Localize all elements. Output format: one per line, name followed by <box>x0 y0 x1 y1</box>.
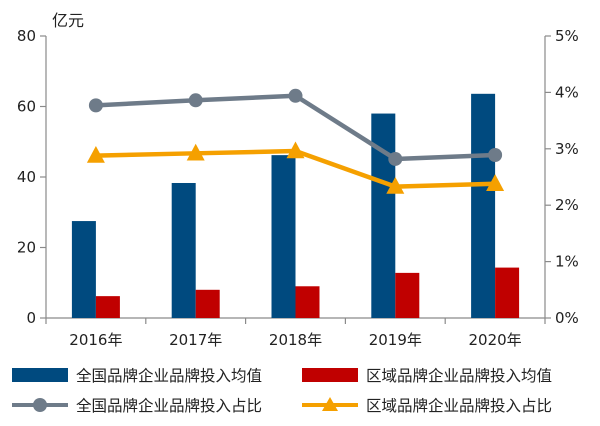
x-axis-tick-label: 2016年 <box>69 331 122 349</box>
point <box>386 176 405 194</box>
legend-label-regional-avg: 区域品牌企业品牌投入均值 <box>366 367 553 385</box>
point <box>88 98 103 113</box>
point <box>188 93 203 108</box>
left-axis-unit-label: 亿元 <box>52 11 84 30</box>
legend-item-regional-share: 区域品牌企业品牌投入占比 <box>302 394 552 416</box>
bar <box>71 221 96 318</box>
point <box>486 174 505 191</box>
legend-label-national-share: 全国品牌企业品牌投入占比 <box>76 397 263 415</box>
bar <box>395 272 420 318</box>
legend-item-national-avg: 全国品牌企业品牌投入均值 <box>12 364 262 386</box>
left-axis-tick-label: 20 <box>17 239 36 257</box>
x-axis-tick-label: 2019年 <box>369 331 422 349</box>
right-axis-tick-label: 5% <box>555 27 579 45</box>
point <box>488 148 503 163</box>
bar <box>495 267 520 318</box>
legend-item-national-share: 全国品牌企业品牌投入占比 <box>12 394 262 416</box>
bar <box>195 289 220 318</box>
point <box>286 141 305 159</box>
right-axis-tick-label: 2% <box>555 196 579 214</box>
legend: 全国品牌企业品牌投入均值 区域品牌企业品牌投入均值 全国品牌企业品牌投入占比 区… <box>0 356 600 420</box>
left-axis-tick-label: 60 <box>17 98 36 116</box>
markers <box>86 88 505 194</box>
left-axis-tick-label: 80 <box>17 27 36 45</box>
legend-label-national-avg: 全国品牌企业品牌投入均值 <box>76 367 263 385</box>
bar <box>171 182 196 318</box>
legend-item-regional-avg: 区域品牌企业品牌投入均值 <box>302 364 552 386</box>
x-axis-tick-label: 2017年 <box>169 331 222 349</box>
legend-label-regional-share: 区域品牌企业品牌投入占比 <box>366 397 553 415</box>
triangle-marker-icon <box>322 397 338 411</box>
axes: 0 20 40 60 80 0% 1% 2% 3% 4% 5% 2016年 2017年 2018年 2019… <box>17 27 579 349</box>
x-axis-tick-label: 2020年 <box>469 331 522 349</box>
point <box>86 145 105 163</box>
legend-swatch-regional-avg <box>302 368 358 382</box>
left-axis-tick-label: 0 <box>26 309 36 327</box>
left-axis-tick-label: 40 <box>17 168 36 186</box>
chart: 亿元 0 20 40 60 80 0% 1% 2% 3% 4% 5% 2016年 2017年 2018年 2… <box>17 11 579 349</box>
right-axis-tick-label: 1% <box>555 253 579 271</box>
bar <box>471 93 496 318</box>
right-axis-tick-label: 0% <box>555 309 579 327</box>
point <box>288 88 303 103</box>
right-axis-tick-label: 4% <box>555 83 579 101</box>
circle-marker-icon <box>33 398 47 412</box>
right-axis-tick-label: 3% <box>555 140 579 158</box>
x-axis-tick-label: 2018年 <box>269 331 322 349</box>
point <box>388 151 403 166</box>
bar <box>295 286 320 318</box>
legend-swatch-national-share <box>12 398 68 412</box>
bars <box>71 93 520 318</box>
point <box>186 143 205 161</box>
bar <box>95 296 120 318</box>
legend-swatch-regional-share <box>302 397 358 412</box>
legend-swatch-national-avg <box>12 368 68 382</box>
bar <box>271 155 296 318</box>
